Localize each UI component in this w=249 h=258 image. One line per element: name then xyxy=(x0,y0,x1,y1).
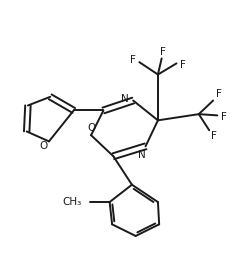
Text: F: F xyxy=(180,60,186,70)
Text: CH₃: CH₃ xyxy=(62,197,81,207)
Text: F: F xyxy=(221,112,227,122)
Text: F: F xyxy=(216,89,222,99)
Text: F: F xyxy=(160,47,166,57)
Text: O: O xyxy=(87,123,95,133)
Text: N: N xyxy=(121,94,128,104)
Text: N: N xyxy=(138,150,146,160)
Text: F: F xyxy=(130,55,136,65)
Text: O: O xyxy=(39,141,47,151)
Text: F: F xyxy=(211,131,217,141)
